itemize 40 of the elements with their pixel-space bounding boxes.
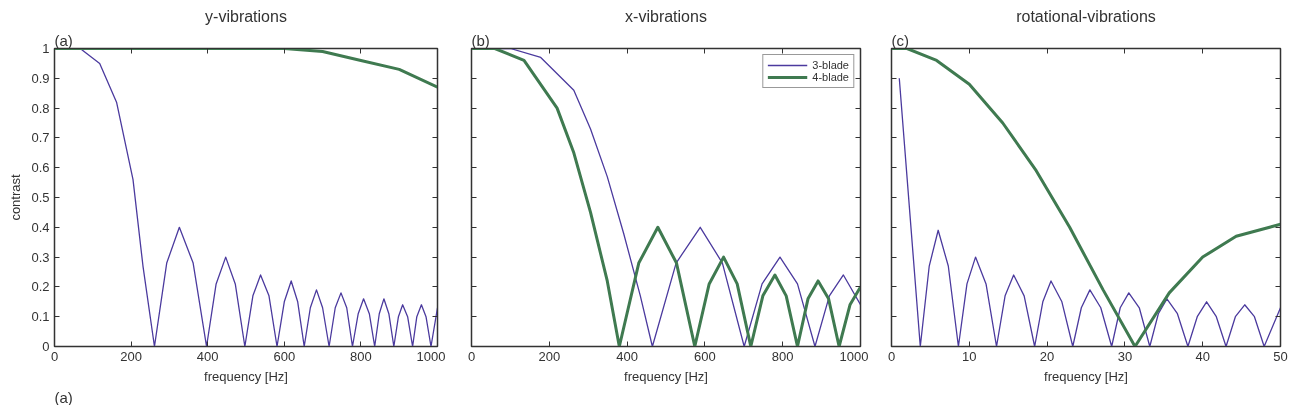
y-tick-label: 0.8 xyxy=(31,100,50,116)
x-tick-label: 800 xyxy=(350,348,372,364)
text: (c) xyxy=(891,31,909,49)
chart-title: rotational-vibrations xyxy=(1016,7,1156,25)
text: (a) xyxy=(54,31,73,49)
x-tick-label: 200 xyxy=(120,348,142,364)
legend-label: 4-blade xyxy=(812,71,849,83)
y-tick-label: 0.7 xyxy=(31,130,50,146)
y-tick-label: 0.3 xyxy=(31,249,50,265)
x-axis-title: frequency [Hz] xyxy=(204,368,288,384)
y-tick-label: 0.9 xyxy=(31,70,50,86)
x-tick-label: 200 xyxy=(538,348,561,364)
x-tick-label: 800 xyxy=(771,348,794,364)
x-axis-title: frequency [Hz] xyxy=(624,368,708,384)
y-tick-label: 0.4 xyxy=(31,219,50,235)
chart-title: x-vibrations xyxy=(625,7,707,25)
text: (a) xyxy=(54,388,73,406)
x-tick-label: 20 xyxy=(1039,348,1055,364)
x-tick-label: 600 xyxy=(694,348,716,364)
x-tick-label: 400 xyxy=(196,348,219,364)
x-tick-label: 400 xyxy=(616,348,638,364)
x-tick-label: 1000 xyxy=(839,348,869,364)
x-tick-label: 30 xyxy=(1117,348,1133,364)
x-tick-label: 0 xyxy=(887,348,896,364)
x-tick-label: 0 xyxy=(467,348,476,364)
x-tick-label: 600 xyxy=(273,348,296,364)
y-tick-label: 0.1 xyxy=(31,309,50,325)
text: (b) xyxy=(471,31,490,49)
y-tick-label: 0.6 xyxy=(31,160,50,176)
y-tick-label: 0.5 xyxy=(31,190,50,205)
x-axis-title: frequency [Hz] xyxy=(1044,368,1128,384)
y-axis-title: contrast xyxy=(8,173,24,221)
x-tick-label: 10 xyxy=(962,348,977,364)
legend-label: 3-blade xyxy=(812,59,849,71)
chart-title: y-vibrations xyxy=(205,7,287,25)
x-tick-label: 50 xyxy=(1273,348,1288,364)
y-tick-label: 1 xyxy=(42,41,50,56)
x-tick-label: 1000 xyxy=(416,348,446,364)
x-tick-label: 40 xyxy=(1195,348,1210,364)
y-tick-label: 0.2 xyxy=(31,279,50,295)
